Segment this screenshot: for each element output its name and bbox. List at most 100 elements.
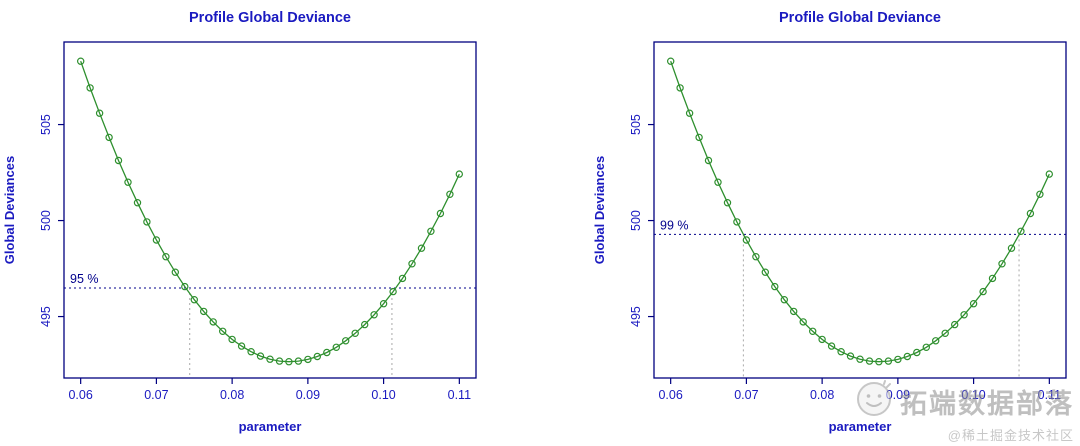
data-point-marker bbox=[714, 178, 722, 186]
data-point-marker bbox=[951, 320, 959, 329]
data-point-marker bbox=[124, 178, 132, 186]
data-point-marker bbox=[809, 327, 817, 335]
y-axis-title: Global Deviances bbox=[592, 156, 607, 264]
data-point-marker bbox=[960, 311, 968, 319]
data-point-marker bbox=[171, 268, 179, 276]
data-point-marker bbox=[256, 352, 265, 360]
x-tick-label: 0.07 bbox=[734, 388, 758, 402]
data-point-marker bbox=[427, 227, 435, 235]
data-point-marker bbox=[704, 156, 713, 165]
data-point-marker bbox=[133, 198, 142, 207]
data-point-marker bbox=[988, 274, 997, 283]
data-point-marker bbox=[199, 307, 208, 316]
x-tick-label: 0.06 bbox=[658, 388, 682, 402]
data-point-marker bbox=[875, 358, 883, 366]
data-point-marker bbox=[313, 352, 321, 361]
chart-title: Profile Global Deviance bbox=[779, 10, 941, 26]
data-point-marker bbox=[676, 84, 684, 92]
x-tick-label: 0.11 bbox=[448, 388, 471, 402]
data-point-marker bbox=[86, 84, 94, 92]
chart-title: Profile Global Deviance bbox=[189, 10, 351, 26]
data-point-marker bbox=[818, 335, 826, 344]
data-point-marker bbox=[733, 218, 741, 226]
x-tick-label: 0.10 bbox=[371, 388, 395, 402]
data-point-marker bbox=[76, 57, 85, 65]
data-point-marker bbox=[237, 342, 246, 350]
data-point-marker bbox=[846, 352, 855, 360]
data-point-marker bbox=[827, 342, 836, 350]
panel-left: Profile Global Deviance 95 % 0.06 0.07 0.08 0… bbox=[2, 10, 477, 434]
data-point-marker bbox=[1045, 170, 1053, 178]
ci-level-label: 99 % bbox=[660, 218, 689, 232]
x-tick-label: 0.09 bbox=[886, 388, 910, 402]
y-tick-label: 495 bbox=[629, 306, 643, 327]
ci-level-label: 95 % bbox=[70, 272, 99, 286]
data-point-marker bbox=[143, 218, 151, 226]
data-point-marker bbox=[114, 156, 123, 165]
x-tick-label: 0.06 bbox=[68, 388, 92, 402]
data-point-marker bbox=[105, 133, 113, 142]
plot-box bbox=[63, 41, 477, 379]
x-axis-title: parameter bbox=[829, 419, 892, 434]
data-point-marker bbox=[723, 198, 732, 207]
data-point-marker bbox=[408, 260, 416, 268]
data-point-marker bbox=[761, 268, 769, 276]
data-point-marker bbox=[799, 318, 807, 326]
data-point-marker bbox=[771, 282, 779, 291]
data-point-marker bbox=[379, 300, 388, 308]
data-point-marker bbox=[666, 57, 675, 65]
x-tick-label: 0.08 bbox=[220, 388, 244, 402]
data-point-marker bbox=[789, 307, 798, 316]
x-tick-label: 0.09 bbox=[296, 388, 320, 402]
data-point-marker bbox=[266, 355, 274, 363]
profile-deviance-chart-99: Profile Global Deviance 99 % 0.06 0.07 0.08 0… bbox=[592, 10, 1067, 434]
data-point-marker bbox=[181, 282, 189, 291]
x-tick-label: 0.11 bbox=[1038, 388, 1061, 402]
data-point-marker bbox=[294, 357, 303, 365]
data-point-marker bbox=[152, 236, 161, 244]
data-point-marker bbox=[922, 343, 930, 351]
data-point-marker bbox=[190, 296, 198, 304]
data-point-marker bbox=[1007, 244, 1016, 252]
data-point-marker bbox=[752, 253, 760, 261]
data-point-marker bbox=[351, 329, 359, 337]
data-point-marker bbox=[837, 348, 845, 356]
deviance-curve bbox=[80, 60, 460, 363]
data-point-marker bbox=[218, 327, 227, 335]
data-point-marker bbox=[1017, 227, 1025, 235]
x-tick-label: 0.07 bbox=[144, 388, 168, 402]
panel-right: Profile Global Deviance 99 % 0.06 0.07 0.08 0… bbox=[540, 0, 1080, 446]
data-point-marker bbox=[304, 355, 312, 364]
data-point-marker bbox=[162, 253, 170, 261]
data-point-marker bbox=[247, 348, 255, 356]
y-tick-label: 500 bbox=[629, 210, 643, 231]
y-tick-label: 505 bbox=[39, 114, 53, 135]
x-tick-label: 0.08 bbox=[810, 388, 834, 402]
data-point-marker bbox=[941, 329, 949, 337]
data-point-marker bbox=[436, 209, 445, 218]
data-point-marker bbox=[389, 287, 397, 296]
profile-deviance-chart-95: Profile Global Deviance 95 % 0.06 0.07 0.08 0… bbox=[2, 10, 477, 434]
data-point-marker bbox=[342, 337, 350, 345]
data-point-marker bbox=[780, 296, 788, 304]
data-point-marker bbox=[361, 320, 369, 329]
data-point-marker bbox=[209, 318, 217, 326]
x-tick-label: 0.10 bbox=[961, 388, 985, 402]
data-point-marker bbox=[894, 355, 902, 364]
data-point-marker bbox=[332, 343, 340, 351]
deviance-curve bbox=[670, 60, 1050, 363]
data-point-marker bbox=[979, 287, 987, 296]
data-point-marker bbox=[969, 300, 978, 308]
data-point-marker bbox=[323, 348, 331, 357]
data-point-marker bbox=[913, 348, 921, 357]
data-point-marker bbox=[903, 352, 911, 361]
data-point-marker bbox=[884, 357, 893, 365]
x-axis-title: parameter bbox=[239, 419, 302, 434]
plot-box bbox=[653, 41, 1067, 379]
data-point-marker bbox=[446, 190, 454, 198]
y-tick-label: 505 bbox=[629, 114, 643, 135]
data-point-marker bbox=[932, 337, 940, 345]
data-point-marker bbox=[95, 109, 104, 117]
data-point-marker bbox=[417, 244, 426, 252]
